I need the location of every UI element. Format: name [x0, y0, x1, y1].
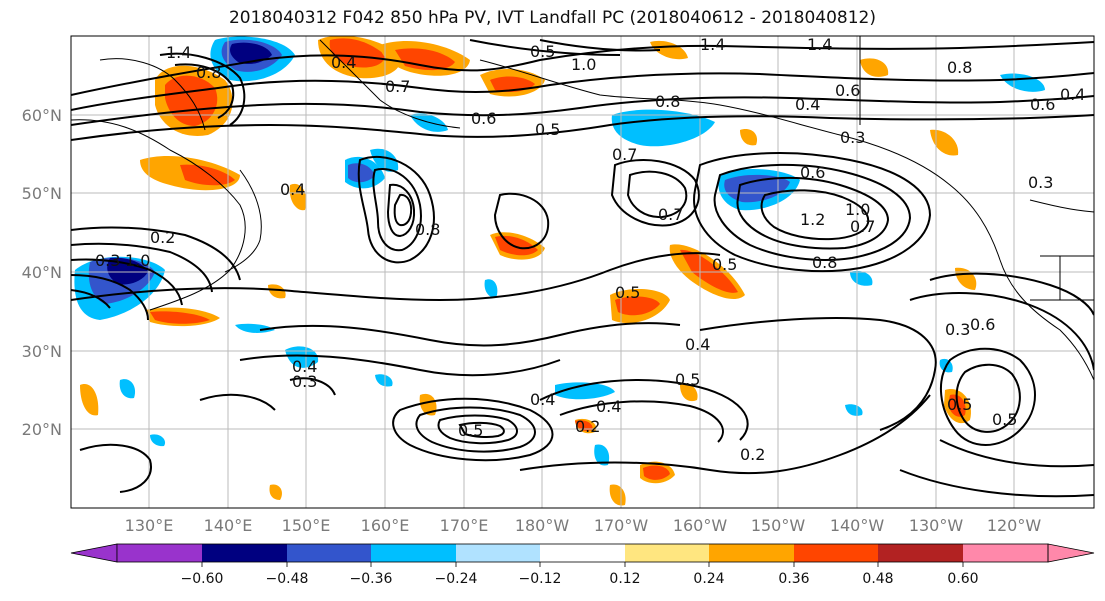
lat-label: 50°N [22, 184, 62, 203]
contour-label: 0.6 [471, 109, 496, 128]
contour-label: 0.4 [685, 335, 710, 354]
contour-label: 0.5 [458, 421, 483, 440]
lon-label: 130°E [125, 516, 174, 535]
contour-label: 1.0 [845, 200, 870, 219]
contour-label: 0.3 [95, 251, 120, 270]
contours [71, 39, 1094, 498]
contour-label: 1.4 [807, 35, 832, 54]
lat-label: 40°N [22, 263, 62, 282]
pv-shading [74, 36, 1045, 506]
lat-label: 60°N [22, 106, 62, 125]
contour-label: 0.5 [947, 395, 972, 414]
latitude-axis: 60°N 50°N 40°N 30°N 20°N [22, 106, 62, 439]
contour-label: 0.5 [530, 42, 555, 61]
lon-label: 120°W [987, 516, 1042, 535]
contour-label: 0.4 [596, 397, 621, 416]
contour-label: 0.4 [530, 390, 555, 409]
contour-label: 0.2 [740, 445, 765, 464]
contour-label: 1.2 [800, 210, 825, 229]
colorbar-tick-label: 0.48 [862, 571, 893, 587]
contour-label: 0.7 [385, 77, 410, 96]
colorbar-segment [456, 544, 540, 562]
lon-label: 160°E [361, 516, 410, 535]
contour-label: 0.4 [1060, 85, 1085, 104]
contour-label: 0.2 [575, 417, 600, 436]
lon-label: 150°W [751, 516, 806, 535]
colorbar-tick-label: 0.60 [947, 571, 978, 587]
contour-label: 0.6 [1030, 95, 1055, 114]
colorbar-tick-label: 0.36 [778, 571, 809, 587]
contour-label: 0.5 [712, 255, 737, 274]
colorbar-segment [287, 544, 371, 562]
lon-label: 140°W [830, 516, 885, 535]
contour-label: 0.6 [835, 81, 860, 100]
contour-label: 0.2 [150, 228, 175, 247]
colorbar-segment [117, 544, 202, 562]
contour-label: 0.6 [970, 315, 995, 334]
colorbar-segment [540, 544, 625, 562]
longitude-axis: 130°E 140°E 150°E 160°E 170°E 180°W 170°… [125, 516, 1042, 535]
lat-label: 30°N [22, 342, 62, 361]
colorbar-outline [116, 543, 1049, 563]
contour-label: 0.4 [292, 357, 317, 376]
lon-label: 170°E [440, 516, 489, 535]
contour-label: 1.4 [700, 35, 725, 54]
contour-label: 1.0 [571, 55, 596, 74]
lon-label: 130°W [909, 516, 964, 535]
contour-label: 0.8 [196, 63, 221, 82]
colorbar: −0.60 −0.48 −0.36 −0.24 −0.12 0.12 0.24 … [70, 543, 1095, 587]
contour-label: 0.8 [947, 58, 972, 77]
graticule [71, 36, 1094, 508]
lat-label: 20°N [22, 420, 62, 439]
colorbar-segment [794, 544, 878, 562]
contour-label: 0.7 [658, 205, 683, 224]
map-title: 2018040312 F042 850 hPa PV, IVT Landfall… [228, 8, 876, 28]
colorbar-segment [625, 544, 709, 562]
contour-label: 1.0 [125, 251, 150, 270]
map-frame [70, 35, 1095, 509]
contour-label: 0.5 [615, 283, 640, 302]
lon-label: 170°W [594, 516, 649, 535]
colorbar-segment [371, 544, 456, 562]
colorbar-segment [963, 544, 1048, 562]
colorbar-tick-label: 0.24 [693, 571, 724, 587]
lon-label: 180°W [515, 516, 570, 535]
contour-label: 0.4 [280, 180, 305, 199]
contour-label: 0.8 [415, 220, 440, 239]
contour-label: 0.5 [535, 120, 560, 139]
contour-label: 0.4 [795, 95, 820, 114]
colorbar-segment [202, 544, 287, 562]
contour-label: 0.7 [612, 145, 637, 164]
colorbar-extend-max [1047, 543, 1095, 563]
contour-label: 0.8 [655, 92, 680, 111]
lon-label: 160°W [673, 516, 728, 535]
colorbar-tick-label: −0.12 [519, 571, 562, 587]
lon-label: 140°E [204, 516, 253, 535]
contour-label: 0.8 [812, 253, 837, 272]
contour-label: 0.4 [331, 53, 356, 72]
contour-label: 0.5 [992, 410, 1017, 429]
colorbar-tick-label: 0.12 [609, 571, 640, 587]
contour-label: 0.3 [945, 320, 970, 339]
colorbar-segment [709, 544, 794, 562]
colorbar-tick-label: −0.60 [181, 571, 224, 587]
contour-label: 0.5 [675, 370, 700, 389]
colorbar-tick-label: −0.36 [350, 571, 393, 587]
contour-label: 0.3 [840, 128, 865, 147]
contour-label: 0.3 [292, 372, 317, 391]
colorbar-segment [878, 544, 963, 562]
colorbar-tick-label: −0.48 [266, 571, 309, 587]
contour-label: 0.6 [800, 163, 825, 182]
lon-label: 150°E [282, 516, 331, 535]
colorbar-extend-min [70, 543, 118, 563]
colorbar-tick-label: −0.24 [435, 571, 478, 587]
contour-label: 0.3 [1028, 173, 1053, 192]
contour-labels: 1.4 0.8 0.4 0.5 0.7 1.0 1.4 1.4 0.8 0.6 … [95, 35, 1085, 464]
contour-label: 1.4 [166, 43, 191, 62]
contour-label: 0.7 [850, 217, 875, 236]
